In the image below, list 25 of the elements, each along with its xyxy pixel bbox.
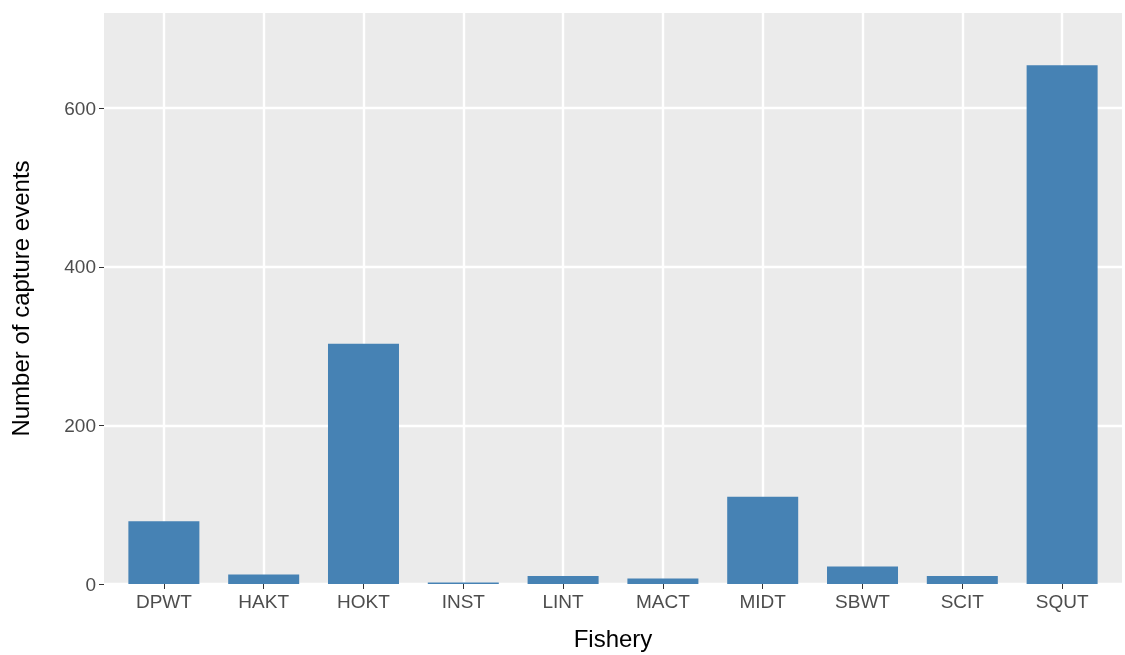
bar — [827, 566, 899, 584]
y-tick-label: 400 — [64, 256, 96, 278]
bar — [1026, 65, 1098, 584]
x-tick-label: SCIT — [940, 591, 985, 612]
bar — [926, 576, 998, 584]
bar — [128, 521, 200, 584]
x-tick-label: SBWT — [835, 591, 891, 612]
x-tick-label: MACT — [635, 591, 691, 612]
x-axis-title: Fishery — [573, 624, 653, 652]
y-tick-label: 0 — [85, 573, 96, 595]
x-tick-label: DPWT — [135, 591, 193, 612]
x-tick-label: HOKT — [337, 591, 391, 612]
bar — [228, 574, 300, 584]
y-tick-label: 200 — [64, 414, 96, 436]
x-tick-label: LINT — [542, 591, 585, 612]
x-tick-label: MIDT — [739, 591, 787, 612]
bar — [727, 496, 799, 584]
bar — [327, 343, 399, 584]
bar — [627, 578, 699, 584]
y-tick-label: 600 — [64, 97, 96, 119]
bar — [527, 576, 599, 584]
x-tick-label: HAKT — [238, 591, 290, 612]
y-axis-title: Number of capture events — [6, 160, 34, 437]
x-tick-label: INST — [441, 591, 486, 612]
x-tick-label: SQUT — [1035, 591, 1089, 612]
